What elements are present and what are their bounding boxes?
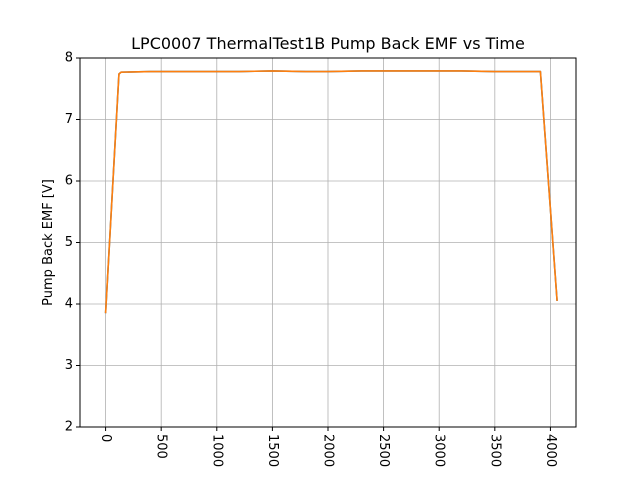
series-line-2 — [104, 70, 558, 314]
series-group — [104, 70, 558, 314]
y-tick-label: 6 — [65, 174, 73, 189]
x-tick-label: 0 — [98, 434, 113, 442]
y-tick-label: 2 — [65, 420, 73, 435]
x-tick-label: 500 — [154, 434, 169, 459]
y-tick-label: 3 — [65, 358, 73, 373]
y-tick-label: 4 — [65, 297, 73, 312]
y-tick-label: 8 — [65, 51, 73, 66]
x-tick-label: 3500 — [487, 434, 502, 467]
y-axis-label: Pump Back EMF [V] — [41, 179, 56, 306]
x-axis: 0 500 1000 1500 2000 2500 3000 3500 4000 — [98, 427, 558, 467]
x-tick-label: 4000 — [543, 434, 558, 467]
x-tick-label: 1000 — [209, 434, 224, 467]
x-tick-label: 2000 — [321, 434, 336, 467]
y-tick-label: 7 — [65, 112, 73, 127]
y-axis: 2 3 4 5 6 7 8 — [65, 51, 80, 435]
y-tick-label: 5 — [65, 235, 73, 250]
chart-title: LPC0007 ThermalTest1B Pump Back EMF vs T… — [131, 34, 525, 53]
x-tick-label: 2500 — [376, 434, 391, 467]
x-tick-label: 3000 — [432, 434, 447, 467]
x-tick-label: 1500 — [265, 434, 280, 467]
